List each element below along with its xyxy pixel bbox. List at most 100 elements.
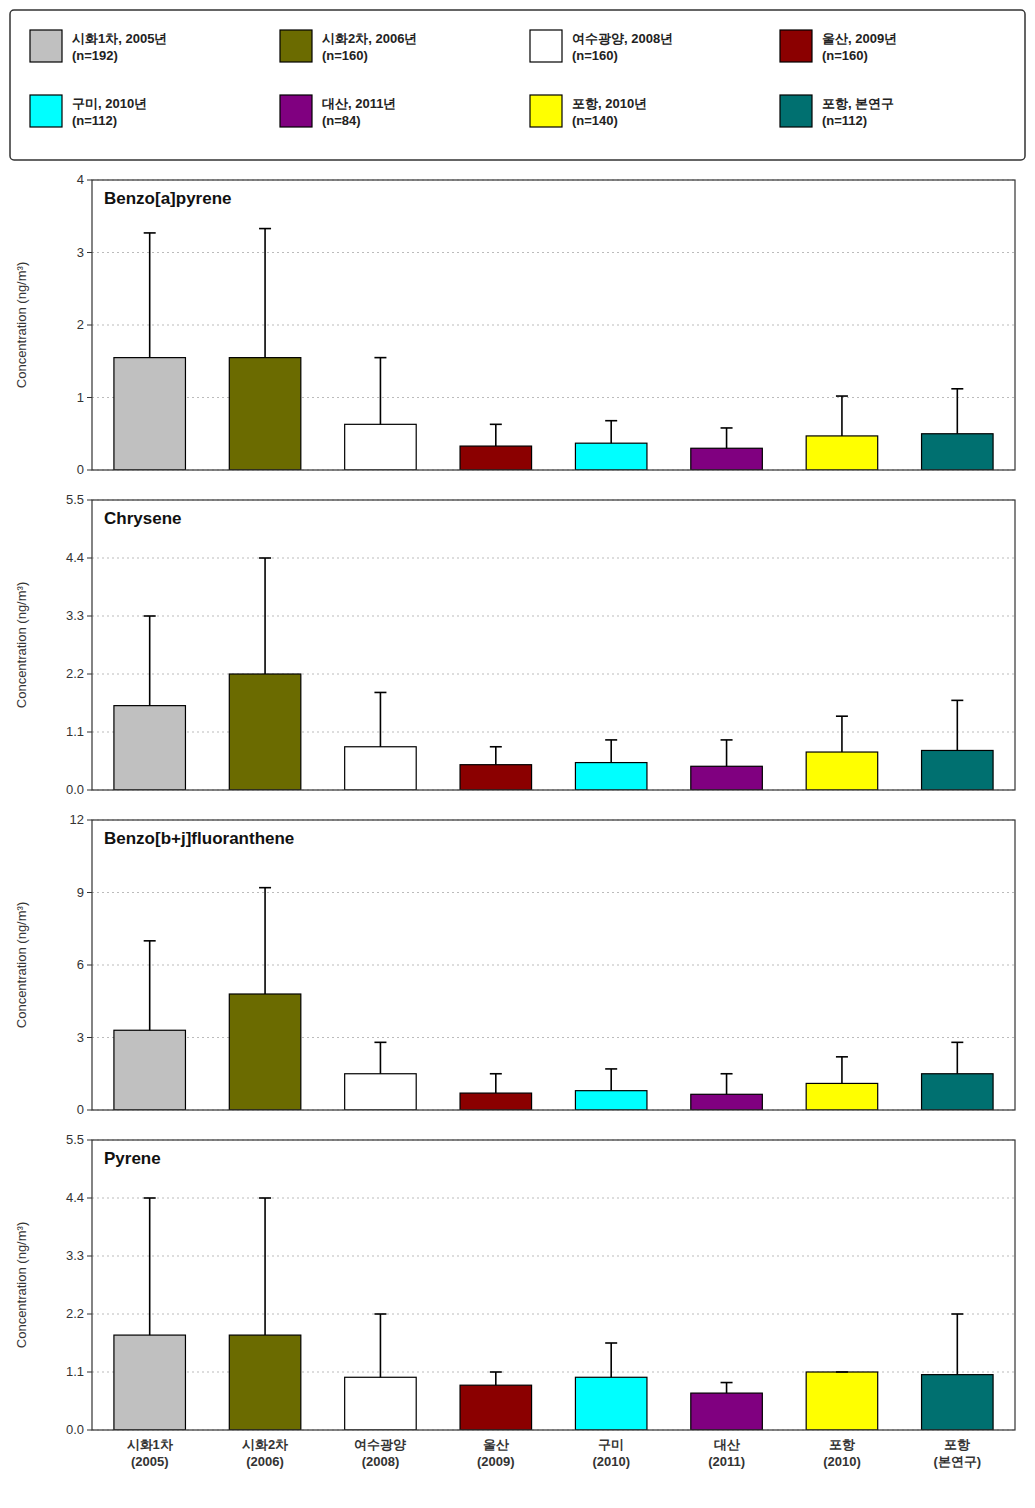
error-bar-stem [264,558,266,674]
bar [460,1385,532,1430]
legend-label: 여수광양, 2008년(n=160) [572,31,673,63]
y-tick-label: 3.3 [66,608,84,623]
error-bar [951,1314,963,1375]
error-bar-stem [495,1372,497,1385]
error-bar-stem [264,229,266,358]
error-bar-cap [144,940,156,942]
x-tick-label-line: 울산 [483,1437,509,1452]
error-bar-cap [374,1042,386,1044]
error-bar-cap [721,427,733,429]
bar [922,1375,994,1430]
y-tick [87,500,92,501]
y-tick [87,790,92,791]
y-tick-label: 4.4 [66,1190,84,1205]
y-tick [87,1256,92,1257]
plot-area [92,820,1015,1110]
legend-swatch [530,95,562,127]
plot-frame [92,180,1015,470]
grid-line [92,965,1015,966]
y-tick-label: 1.1 [66,1364,84,1379]
error-bar [259,888,271,994]
y-tick-label: 12 [70,812,84,827]
error-bar-stem [726,1383,728,1394]
y-tick [87,470,92,471]
error-bar-cap [951,1042,963,1044]
y-tick [87,1372,92,1373]
x-tick-label-line: (2010) [823,1454,861,1469]
error-bar [721,1074,733,1095]
plot-frame [92,1140,1015,1430]
error-bar-stem [957,1042,959,1073]
bar [691,766,763,790]
legend-label-line: (n=160) [572,48,618,63]
error-bar-stem [957,389,959,434]
legend-label: 울산, 2009년(n=160) [822,31,897,63]
error-bar [951,1042,963,1073]
error-bar [144,233,156,358]
legend-label-line: (n=192) [72,48,118,63]
x-tick-label-line: 시화1차 [127,1437,173,1452]
x-tick-label: 울산(2009) [477,1437,515,1469]
x-tick-label-line: (2011) [708,1454,745,1469]
bar [345,424,417,470]
grid-line [92,1314,1015,1315]
legend-label-line: (n=160) [322,48,368,63]
error-bar-stem [495,747,497,765]
background [0,0,1035,1508]
y-tick [87,1037,92,1038]
error-bar-stem [495,424,497,446]
legend-label-line: 시화2차, 2006년 [322,31,417,46]
plot-area [92,180,1015,470]
error-bar-cap [490,746,502,748]
y-axis-label: Concentration (ng/m³) [14,582,29,708]
y-tick-label: 0 [77,1102,84,1117]
marks [114,888,993,1110]
error-bar-stem [610,421,612,443]
error-bar-cap [259,1197,271,1199]
error-bar-stem [726,428,728,448]
y-tick-label: 3.3 [66,1248,84,1263]
plot-area [92,1140,1015,1430]
legend-frame [10,10,1025,160]
error-bar [605,421,617,443]
y-tick [87,1198,92,1199]
bar [806,436,878,470]
error-bar-stem [149,233,151,358]
error-bar [721,1383,733,1394]
bar [114,1335,186,1430]
bar [575,443,647,470]
error-bar-cap [374,692,386,694]
legend-label: 대산, 2011년(n=84) [322,96,396,128]
error-bar-cap [490,424,502,426]
error-bar [836,1057,848,1084]
y-tick [87,616,92,617]
figure: 시화1차, 2005년(n=192)시화2차, 2006년(n=160)여수광양… [0,0,1035,1508]
bar [114,1030,186,1110]
x-tick-label: 대산(2011) [708,1437,745,1469]
error-bar-cap [144,615,156,617]
bar [229,994,301,1110]
error-bar-stem [264,888,266,994]
error-bar [836,716,848,752]
y-tick-label: 2.2 [66,666,84,681]
error-bar-cap [259,887,271,889]
y-tick [87,820,92,821]
x-tick-label: 포항(2010) [823,1437,861,1469]
error-bar [721,428,733,448]
legend-label-line: 포항, 본연구 [822,96,894,111]
y-tick-label: 1 [77,390,84,405]
x-tick-label-line: (2008) [362,1454,400,1469]
error-bar-cap [490,1073,502,1075]
error-bar [721,740,733,766]
y-tick [87,1314,92,1315]
bar [922,434,994,470]
y-tick [87,180,92,181]
bar [922,1074,994,1110]
grid-line [92,1256,1015,1257]
error-bar-stem [149,616,151,706]
bar [345,1074,417,1110]
error-bar-stem [841,396,843,436]
y-tick [87,325,92,326]
y-tick-label: 4 [77,172,84,187]
y-tick [87,1140,92,1141]
